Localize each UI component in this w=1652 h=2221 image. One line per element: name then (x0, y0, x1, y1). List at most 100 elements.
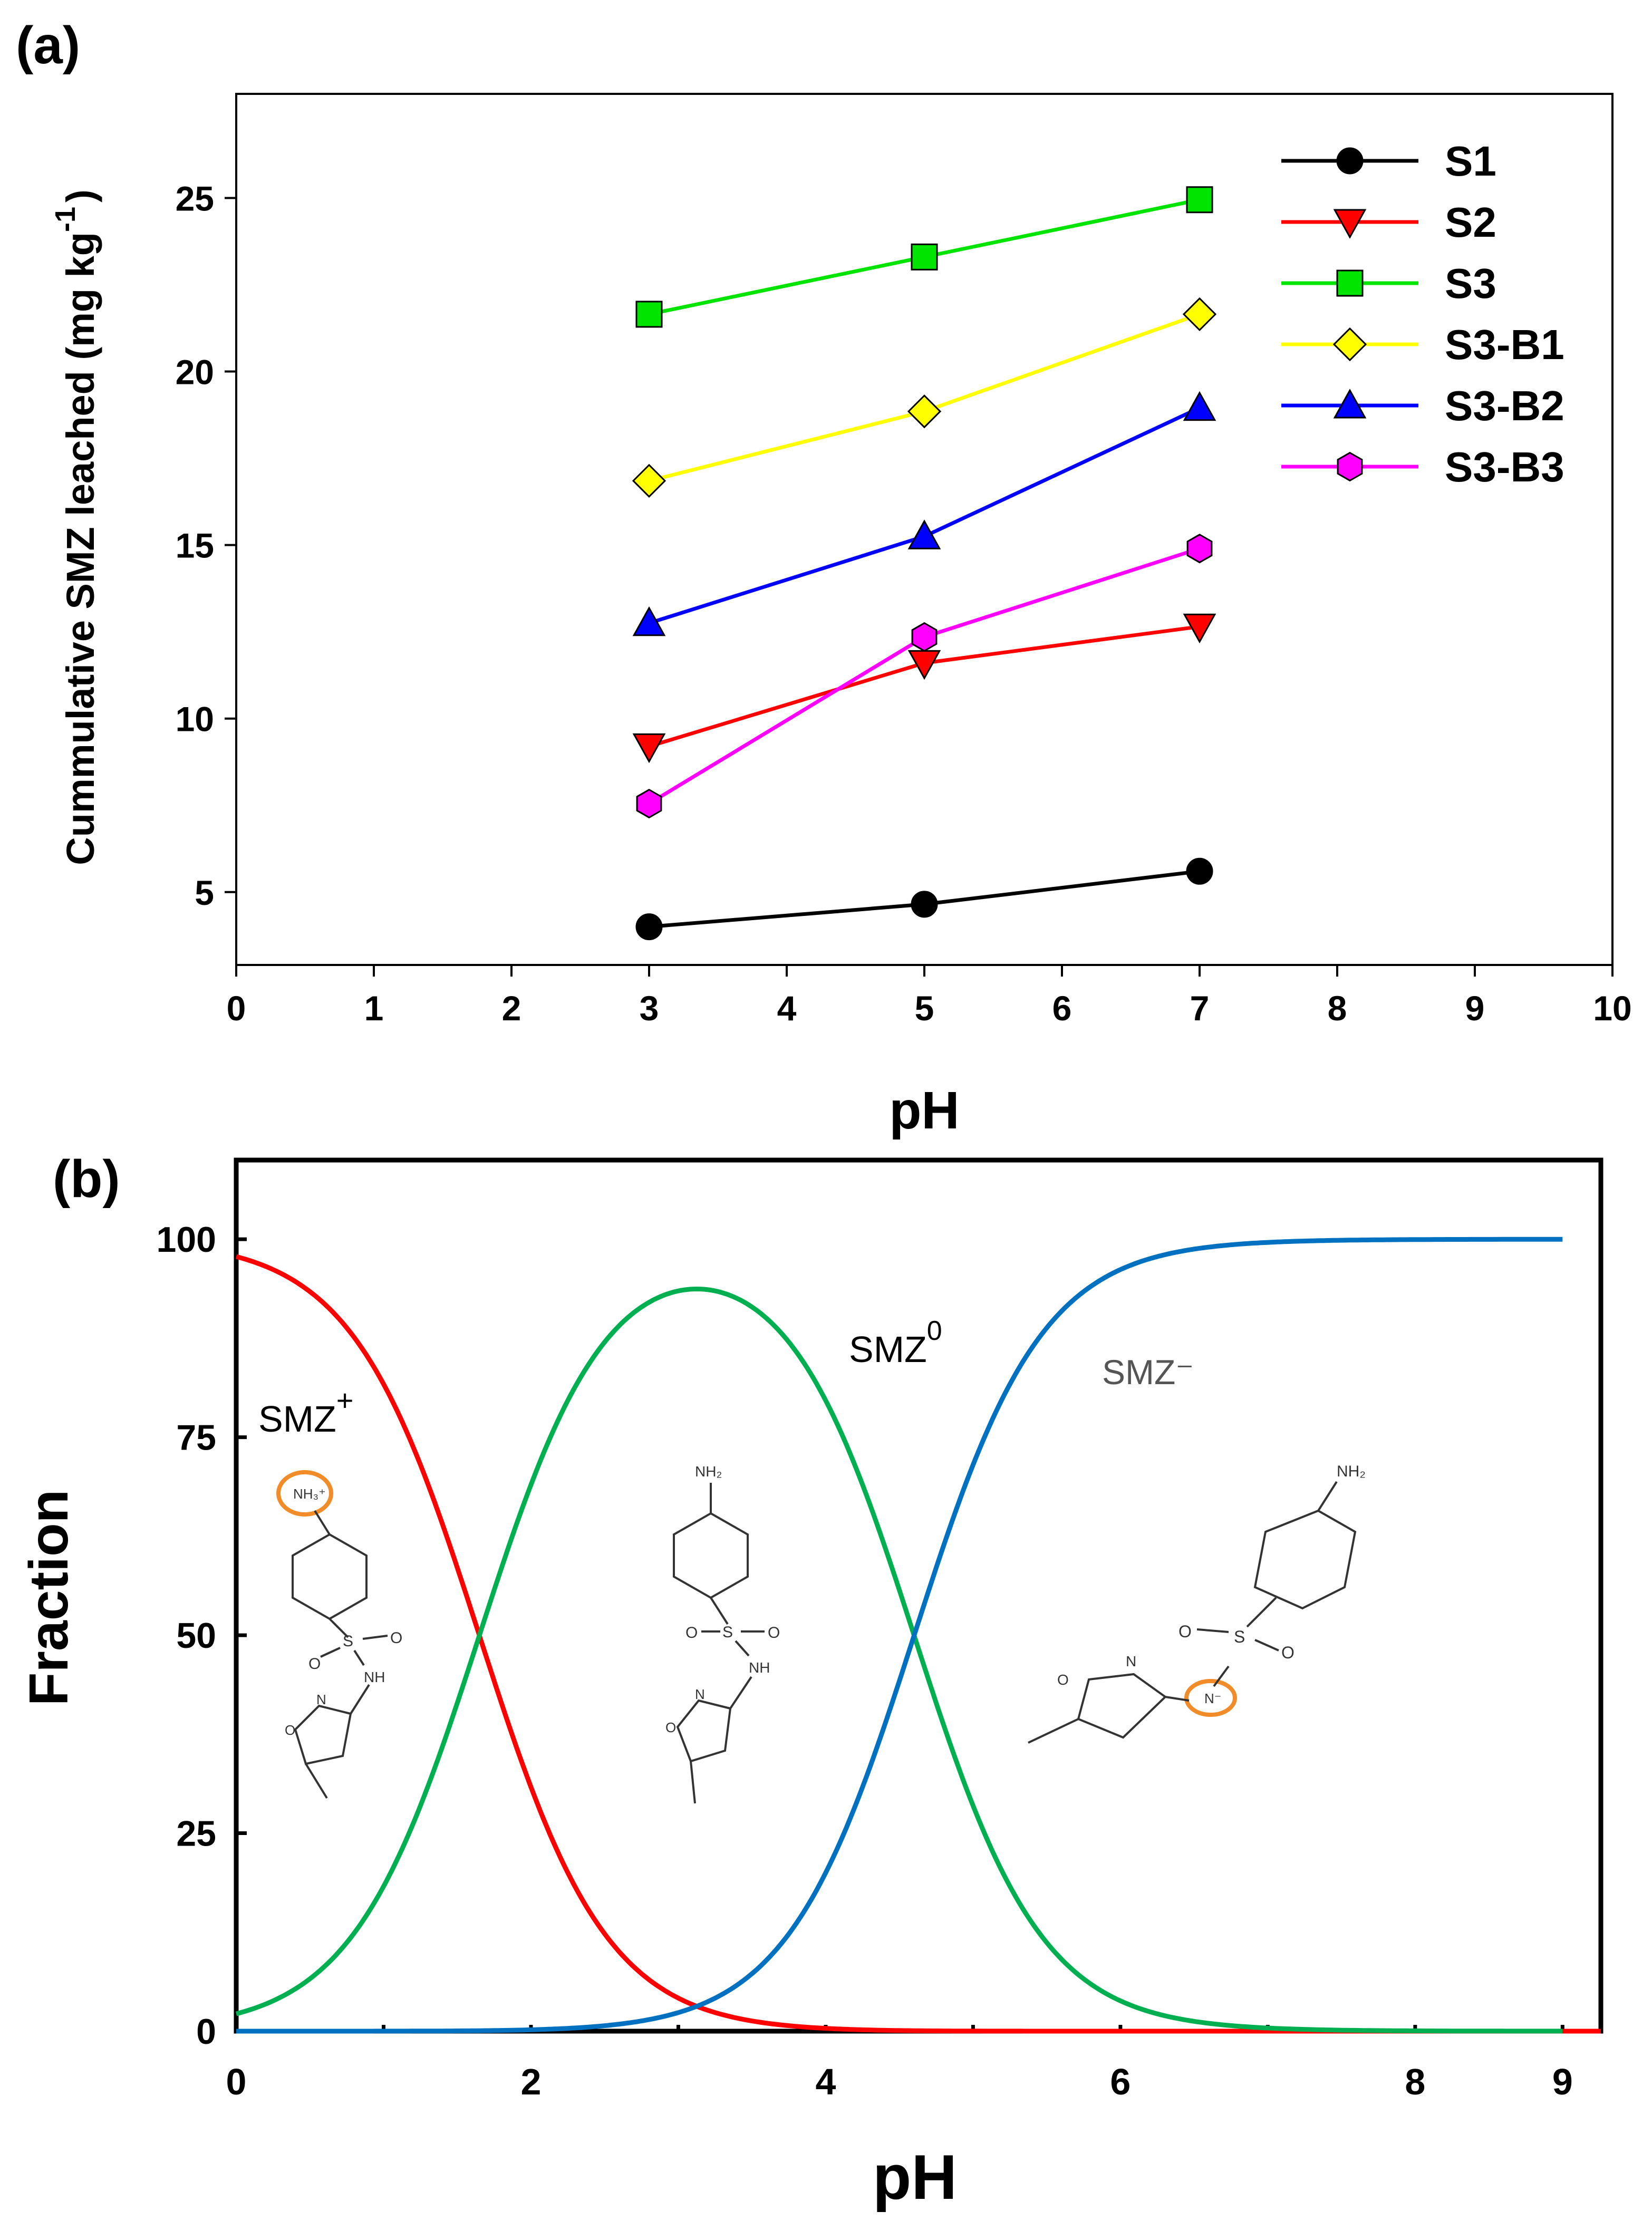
svg-text:S: S (1234, 1627, 1245, 1646)
panel-b-label: (b) (53, 1150, 120, 1209)
panel-a-y-axis-label: Cummulative SMZ leached (mg kg-1) (50, 189, 102, 865)
data-point-s3-b3 (911, 622, 938, 652)
svg-text:O: O (308, 1655, 321, 1673)
panel-b-x-axis-ticks: 0 2 4 6 8 9 (226, 2025, 1573, 2102)
legend-marker (1336, 147, 1364, 175)
panel-a-y-tick-label: 5 (195, 873, 214, 912)
svg-text:NH₂: NH₂ (1337, 1463, 1366, 1480)
panel-b-x-tick-label: 2 (520, 2061, 541, 2102)
legend-item-s1: S1 (1281, 138, 1496, 185)
svg-text:O: O (768, 1624, 780, 1641)
panel-a-y-tick-label: 25 (176, 179, 214, 218)
svg-text:O: O (390, 1629, 402, 1647)
legend-item-s3: S3 (1281, 260, 1496, 307)
panel-a-legend: S1 S2 S3 S3-B1 S3-B2 S3-B3 (1281, 138, 1564, 490)
panel-a-x-axis-label: pH (889, 1081, 959, 1140)
panel-a-x-tick-label: 6 (1052, 989, 1072, 1028)
panel-b-x-tick-label: 9 (1552, 2061, 1573, 2102)
data-point-s3 (1186, 186, 1213, 214)
data-point-s3-b1 (907, 394, 942, 429)
data-point-s3-b3 (636, 788, 662, 819)
panel-a-x-tick-label: 5 (915, 989, 934, 1028)
panel-b-y-tick-label: 75 (176, 1418, 216, 1458)
svg-text:NH: NH (364, 1669, 385, 1685)
panel-a-y-tick-label: 20 (176, 353, 214, 392)
panel-b-species-fraction-chart: (b) 0 2 4 6 8 9 0 25 50 75 100 pH Fraction SMZ+ S… (18, 1150, 1603, 2213)
legend-label: S3-B3 (1445, 443, 1564, 490)
panel-a-x-tick-label: 8 (1328, 989, 1347, 1028)
panel-a-x-tick-label: 10 (1593, 989, 1631, 1028)
svg-text:S: S (722, 1624, 733, 1641)
data-point-s3-b2 (632, 606, 666, 636)
legend-marker (1333, 209, 1367, 239)
svg-text:NH: NH (749, 1659, 770, 1676)
svg-text:O: O (1057, 1672, 1069, 1688)
svg-text:O: O (1178, 1622, 1192, 1641)
panel-b-x-tick-label: 4 (815, 2061, 836, 2102)
smz-neutral-label: SMZ0 (849, 1316, 942, 1370)
species-curve-smz-neutral (235, 1286, 1563, 2034)
neutral-isoxazole-ring (676, 1699, 732, 1763)
data-point-s3-b1 (632, 463, 666, 498)
panel-b-y-tick-label: 25 (176, 1814, 216, 1854)
legend-label: S1 (1445, 138, 1496, 185)
legend-marker (1333, 389, 1367, 419)
panel-a-x-tick-label: 4 (777, 989, 797, 1028)
panel-a-y-axis-label-exponent: -1 (50, 207, 81, 232)
panel-a-y-axis-ticks: 5 10 15 20 25 (176, 179, 236, 912)
svg-text:S: S (343, 1633, 353, 1650)
panel-b-species-curves (235, 1237, 1601, 2034)
data-point-s3 (635, 301, 663, 328)
panel-a-x-tick-label: 3 (640, 989, 659, 1028)
panel-a-x-axis-ticks: 0 1 2 3 4 5 6 7 8 9 10 (227, 965, 1632, 1028)
panel-a-series-markers (632, 186, 1217, 941)
panel-b-y-axis-ticks: 0 25 50 75 100 (157, 1220, 247, 2052)
svg-text:N⁻: N⁻ (1204, 1691, 1222, 1706)
data-point-s3-b2 (907, 519, 941, 549)
legend-marker (1332, 327, 1367, 362)
legend-marker (1337, 451, 1363, 482)
svg-text:O: O (685, 1624, 698, 1641)
legend-label: S3-B1 (1445, 321, 1564, 368)
panel-a-x-tick-label: 2 (502, 989, 521, 1028)
data-point-s3-b1 (1182, 297, 1217, 332)
panel-b-x-tick-label: 0 (226, 2061, 247, 2102)
smz-anion-label: SMZ⁻ (1102, 1353, 1194, 1392)
data-point-s2 (1183, 613, 1216, 644)
legend-marker (1336, 269, 1364, 297)
svg-text:NH₂: NH₂ (695, 1463, 722, 1480)
panel-a-x-tick-label: 7 (1190, 989, 1210, 1028)
data-point-s2 (632, 733, 666, 764)
legend-item-s3-b1: S3-B1 (1281, 321, 1564, 368)
smz-cation-label: SMZ+ (258, 1384, 353, 1440)
panel-a-y-axis-label-close: ) (59, 189, 102, 202)
cation-isoxazole-ring (294, 1704, 352, 1765)
panel-b-y-tick-label: 100 (157, 1220, 216, 1260)
species-curve-smz-anion (236, 1237, 1563, 2034)
data-point-s1 (1186, 857, 1213, 885)
cation-amine-text: NH₃⁺ (293, 1486, 326, 1502)
data-point-s3-b3 (1186, 534, 1213, 564)
smz-cation-structure: NH₃⁺ S O O NH N O (276, 1470, 402, 1799)
cation-amine-highlight (276, 1470, 333, 1517)
panel-a-y-axis-label-main: Cummulative SMZ leached (mg kg (59, 232, 102, 865)
svg-text:O: O (665, 1720, 676, 1735)
smz-neutral-structure: NH₂ S O O NH N O (665, 1463, 780, 1804)
data-point-s1 (635, 913, 663, 941)
legend-item-s3-b2: S3-B2 (1281, 382, 1564, 429)
panel-b-y-tick-label: 50 (176, 1616, 216, 1656)
svg-text:N: N (1126, 1653, 1136, 1669)
anion-nitrogen-highlight (1184, 1679, 1237, 1717)
anion-isoxazole-ring (1077, 1673, 1167, 1739)
legend-item-s3-b3: S3-B3 (1281, 443, 1564, 490)
panel-b-x-tick-label: 6 (1110, 2061, 1131, 2102)
svg-text:O: O (1281, 1643, 1294, 1662)
legend-label: S2 (1445, 199, 1496, 246)
panel-a-x-tick-label: 1 (364, 989, 384, 1028)
svg-text:N: N (316, 1692, 326, 1707)
legend-item-s2: S2 (1281, 199, 1496, 246)
panel-b-x-axis-label: pH (873, 2142, 957, 2213)
data-point-s3-b2 (1183, 391, 1216, 421)
panel-a-label: (a) (16, 16, 80, 75)
